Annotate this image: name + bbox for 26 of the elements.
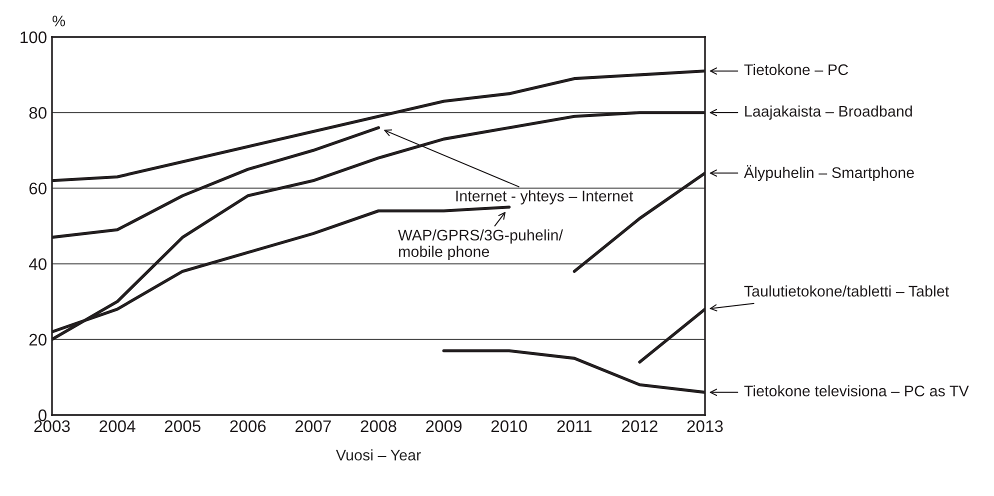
x-tick-label: 2012 (622, 420, 658, 432)
y-tick-label: 0 (38, 409, 46, 422)
x-tick-label: 2008 (360, 420, 396, 432)
x-tick-label: 2009 (426, 420, 462, 432)
series-label: WAP/GPRS/3G-puhelin/ mobile phone (398, 229, 563, 260)
x-axis-title: Vuosi – Year (336, 449, 421, 461)
x-tick-label: 2003 (34, 420, 70, 432)
text: Internet - yhteys – Internet (456, 190, 634, 204)
x-tick-label: 2007 (296, 420, 331, 432)
x-tick-label: 2013 (687, 420, 723, 432)
legend-label: Tietokone – PC (744, 64, 848, 76)
legend-label: Älypuhelin – Smartphone (744, 165, 914, 182)
legend-label: Laajakaista – Broadband (745, 105, 912, 120)
x-tick-label: 2004 (100, 420, 136, 432)
y-tick-label: 80 (29, 107, 46, 119)
y-tick-label: 40 (28, 258, 46, 270)
x-tick-label: 2005 (164, 420, 200, 432)
y-tick-label: 100 (20, 31, 46, 44)
x-tick-label: 2011 (557, 420, 592, 432)
x-tick-label: 2010 (491, 420, 527, 432)
y-axis-title: % (52, 16, 66, 26)
text: Taulutietokone/tabletti – Tablet (744, 285, 950, 297)
y-tick-label: 20 (29, 334, 46, 346)
y-tick-label: 60 (29, 182, 46, 194)
x-tick-label: 2006 (230, 420, 266, 432)
legend-label: Tietokone televisiona – PC as TV (744, 385, 969, 396)
